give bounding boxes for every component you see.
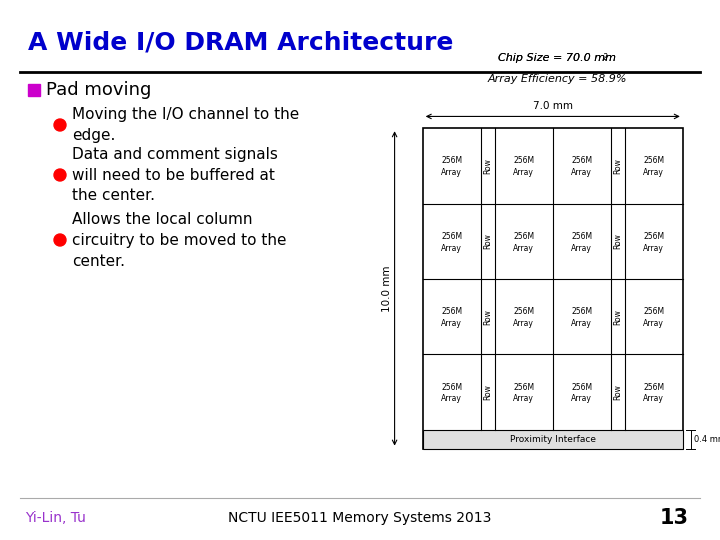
Text: 256M: 256M: [441, 232, 462, 241]
Bar: [28, 84, 40, 96]
Text: A Wide I/O DRAM Architecture: A Wide I/O DRAM Architecture: [28, 30, 454, 54]
Text: Array Efficiency = 58.9%: Array Efficiency = 58.9%: [487, 74, 627, 84]
Circle shape: [54, 119, 66, 131]
Text: 256M: 256M: [643, 382, 665, 392]
Text: Array: Array: [644, 394, 665, 403]
Circle shape: [54, 234, 66, 246]
Text: 10.0 mm: 10.0 mm: [382, 265, 392, 312]
Text: 256M: 256M: [513, 157, 534, 165]
Text: Chip Size = 70.0 mm: Chip Size = 70.0 mm: [498, 53, 616, 63]
Text: Proximity Interface: Proximity Interface: [510, 435, 595, 444]
Text: Array: Array: [571, 168, 592, 177]
Text: Array: Array: [513, 319, 534, 328]
Text: Array: Array: [513, 244, 534, 253]
Text: Row: Row: [483, 309, 492, 325]
Text: 256M: 256M: [643, 157, 665, 165]
Text: Array: Array: [441, 319, 462, 328]
Text: Row: Row: [483, 158, 492, 174]
Text: Allows the local column
circuitry to be moved to the
center.: Allows the local column circuitry to be …: [72, 212, 287, 268]
Text: 7.0 mm: 7.0 mm: [533, 102, 573, 111]
Text: 256M: 256M: [643, 307, 665, 316]
Text: Pad moving: Pad moving: [46, 81, 151, 99]
Text: 256M: 256M: [571, 157, 593, 165]
Text: Array: Array: [441, 394, 462, 403]
Text: 256M: 256M: [513, 307, 534, 316]
Text: Chip Size = 70.0 mm: Chip Size = 70.0 mm: [498, 53, 616, 63]
Text: Row: Row: [613, 384, 622, 400]
Text: Row: Row: [613, 309, 622, 325]
Text: Array: Array: [571, 244, 592, 253]
Text: Yi-Lin, Tu: Yi-Lin, Tu: [25, 511, 86, 525]
Text: Array: Array: [644, 319, 665, 328]
Text: Array: Array: [441, 168, 462, 177]
Text: 256M: 256M: [571, 382, 593, 392]
Text: 256M: 256M: [571, 232, 593, 241]
Text: 256M: 256M: [441, 307, 462, 316]
Text: 256M: 256M: [513, 382, 534, 392]
Text: Array: Array: [513, 394, 534, 403]
Text: Array: Array: [441, 244, 462, 253]
Text: 256M: 256M: [513, 232, 534, 241]
Text: Row: Row: [483, 233, 492, 249]
Bar: [423, 430, 683, 449]
Text: Array: Array: [571, 319, 592, 328]
Text: 0.4 mm: 0.4 mm: [693, 435, 720, 444]
Text: Row: Row: [613, 233, 622, 249]
Text: 256M: 256M: [441, 157, 462, 165]
Text: Array: Array: [571, 394, 592, 403]
Text: Data and comment signals
will need to be buffered at
the center.: Data and comment signals will need to be…: [72, 146, 278, 204]
Text: Array: Array: [644, 168, 665, 177]
Text: Moving the I/O channel to the
edge.: Moving the I/O channel to the edge.: [72, 107, 300, 143]
Text: Row: Row: [483, 384, 492, 400]
Bar: [423, 129, 683, 449]
Text: Array: Array: [513, 168, 534, 177]
Text: 256M: 256M: [441, 382, 462, 392]
Text: Array: Array: [644, 244, 665, 253]
Text: 256M: 256M: [571, 307, 593, 316]
Text: 13: 13: [660, 508, 689, 528]
Text: NCTU IEE5011 Memory Systems 2013: NCTU IEE5011 Memory Systems 2013: [228, 511, 492, 525]
Text: Row: Row: [613, 158, 622, 174]
Circle shape: [54, 169, 66, 181]
Text: 256M: 256M: [643, 232, 665, 241]
Text: 2: 2: [603, 53, 608, 62]
